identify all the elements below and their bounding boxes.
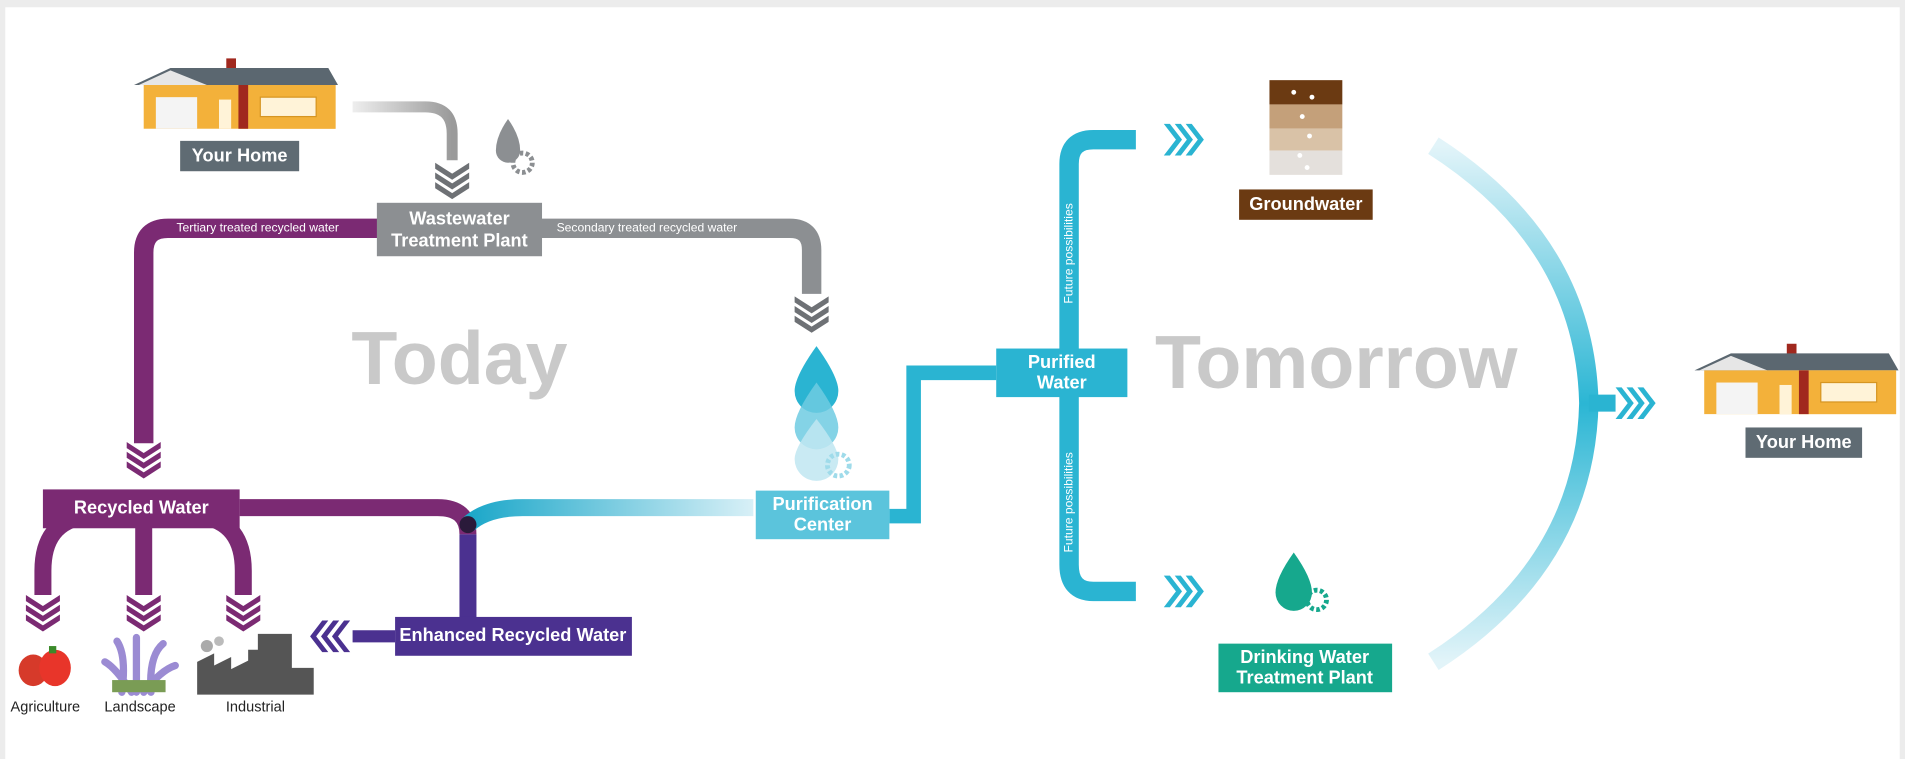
node-label: Drinking Water	[1240, 647, 1369, 667]
stage-title: Tomorrow	[1155, 320, 1518, 404]
flow-label: Secondary treated recycled water	[557, 221, 738, 235]
use-label: Industrial	[226, 700, 285, 716]
node-label: Enhanced Recycled Water	[399, 625, 626, 645]
node-label: Your Home	[192, 145, 288, 165]
node-label: Groundwater	[1249, 194, 1362, 214]
node-label: Your Home	[1756, 432, 1852, 452]
node-label: Treatment Plant	[1236, 668, 1373, 688]
use-label: Agriculture	[11, 700, 81, 716]
use-label: Landscape	[104, 700, 175, 716]
node-label: Recycled Water	[74, 498, 209, 518]
node-label: Purified	[1028, 352, 1096, 372]
node-label: Water	[1037, 373, 1087, 393]
diagram: Today Tomorrow Your Home Tertiary treate…	[0, 0, 1905, 759]
node-label: Purification	[772, 494, 872, 514]
stage-title: Today	[351, 316, 567, 400]
groundwater-icon	[1269, 80, 1342, 175]
junction	[459, 516, 476, 533]
node-label: Center	[794, 515, 852, 535]
node-label: Treatment Plant	[391, 230, 528, 250]
node-label: Wastewater	[409, 209, 510, 229]
flow-label: Future possibilities	[1061, 203, 1075, 303]
page: Water recycling diagram {"stages": {"tod…	[0, 0, 1905, 759]
flow-label: Future possibilities	[1061, 452, 1075, 552]
body: Today Tomorrow Your Home Tertiary treate…	[0, 0, 1905, 759]
flow-label: Tertiary treated recycled water	[176, 221, 338, 235]
